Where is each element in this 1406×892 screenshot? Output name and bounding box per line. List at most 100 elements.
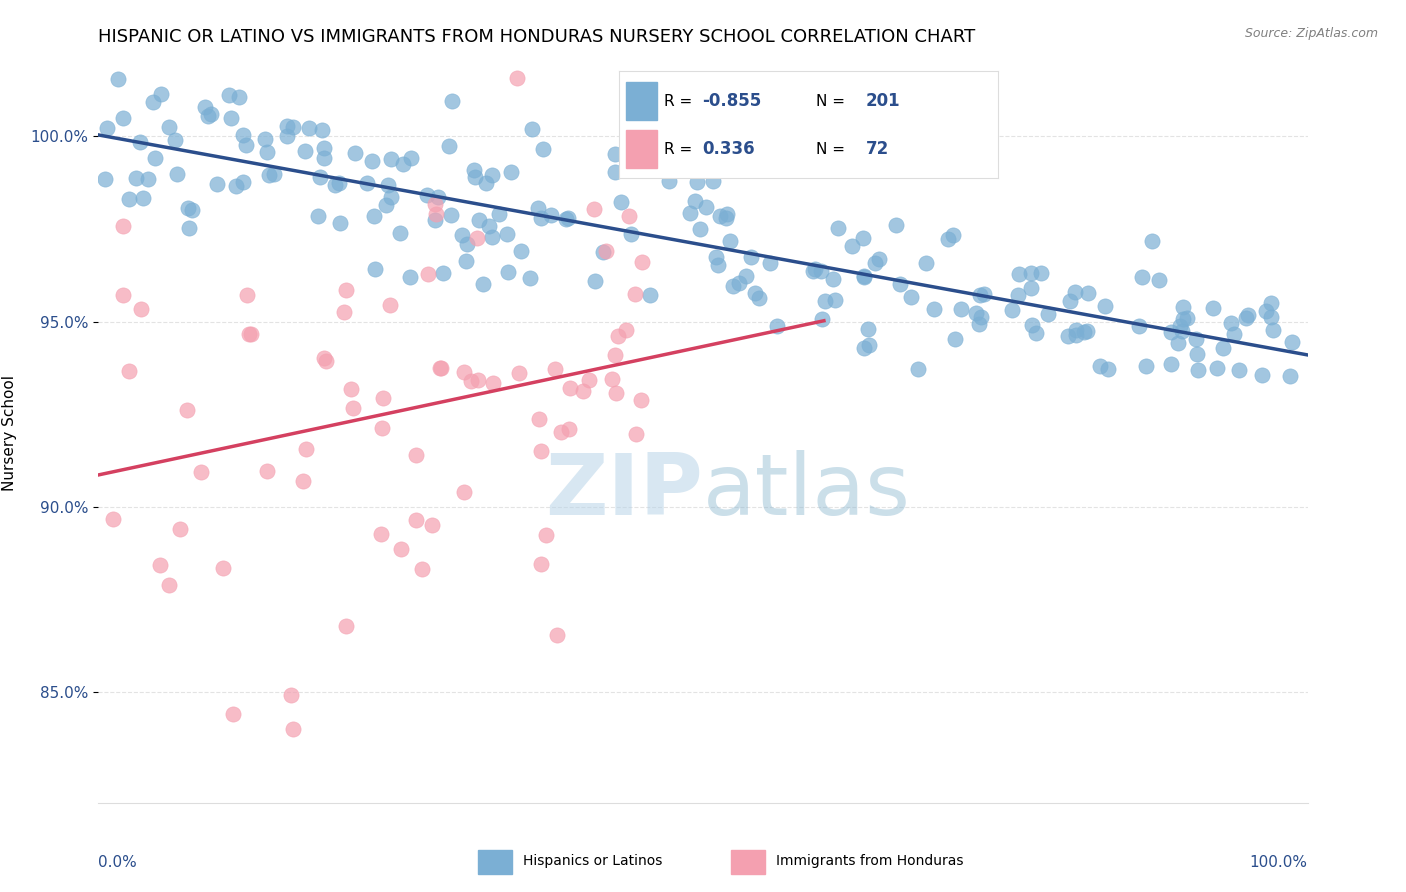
Point: [456, 254, 478, 268]
Point: [1160, 357, 1182, 371]
Point: [439, 208, 461, 222]
Bar: [626, 130, 657, 168]
Point: [329, 216, 352, 230]
Point: [1220, 317, 1243, 331]
Point: [1237, 309, 1260, 323]
Point: [1251, 368, 1274, 382]
Point: [1160, 325, 1182, 339]
Point: [418, 267, 440, 281]
Point: [685, 194, 707, 208]
Point: [471, 277, 494, 292]
Point: [595, 244, 617, 259]
Point: [583, 274, 606, 288]
Point: [430, 360, 453, 375]
Point: [423, 197, 446, 211]
Point: [371, 391, 394, 405]
Point: [420, 518, 443, 533]
Point: [342, 401, 364, 415]
Point: [1021, 318, 1043, 333]
Point: [238, 326, 260, 341]
Point: [228, 90, 250, 104]
Point: [1167, 336, 1189, 351]
Point: [1202, 301, 1225, 316]
Point: [949, 301, 972, 316]
Point: [495, 227, 517, 241]
Point: [263, 167, 285, 181]
Point: [841, 238, 863, 252]
Text: -0.855: -0.855: [702, 93, 762, 111]
Point: [534, 528, 557, 542]
Point: [309, 169, 332, 184]
Point: [194, 100, 217, 114]
Text: N =: N =: [815, 94, 849, 109]
Point: [519, 270, 541, 285]
Point: [377, 178, 399, 192]
Point: [453, 365, 475, 379]
Point: [702, 174, 724, 188]
Point: [638, 288, 661, 302]
Text: 72: 72: [866, 141, 889, 159]
Point: [1175, 311, 1198, 326]
Point: [232, 128, 254, 142]
Point: [543, 362, 565, 376]
Point: [740, 250, 762, 264]
Point: [578, 373, 600, 387]
Point: [311, 123, 333, 137]
Point: [886, 218, 908, 232]
Point: [177, 201, 200, 215]
Point: [481, 230, 503, 244]
Text: 0.0%: 0.0%: [98, 855, 138, 870]
Text: HISPANIC OR LATINO VS IMMIGRANTS FROM HONDURAS NURSERY SCHOOL CORRELATION CHART: HISPANIC OR LATINO VS IMMIGRANTS FROM HO…: [98, 28, 976, 45]
Point: [180, 202, 202, 217]
Point: [1140, 234, 1163, 248]
Point: [118, 364, 141, 378]
Point: [853, 342, 876, 356]
Point: [101, 511, 124, 525]
Point: [280, 688, 302, 702]
Point: [218, 88, 240, 103]
Point: [157, 120, 180, 135]
Point: [464, 169, 486, 184]
Point: [467, 213, 489, 227]
Point: [380, 152, 402, 166]
Point: [232, 175, 254, 189]
Point: [235, 138, 257, 153]
Point: [716, 207, 738, 221]
Point: [624, 287, 647, 301]
Point: [965, 306, 987, 320]
Point: [748, 291, 770, 305]
Point: [388, 226, 411, 240]
Point: [190, 465, 212, 479]
Point: [335, 619, 357, 633]
Point: [1008, 268, 1031, 282]
Point: [527, 201, 550, 215]
Point: [801, 264, 824, 278]
Point: [236, 288, 259, 302]
Point: [1094, 299, 1116, 313]
Point: [558, 421, 581, 435]
Point: [1205, 360, 1227, 375]
Point: [142, 95, 165, 109]
Point: [364, 262, 387, 277]
Point: [332, 304, 354, 318]
Point: [735, 268, 758, 283]
Point: [112, 111, 135, 125]
Point: [602, 371, 624, 385]
Point: [1223, 326, 1246, 341]
Point: [1260, 296, 1282, 310]
Point: [704, 250, 727, 264]
Point: [592, 244, 614, 259]
Point: [478, 219, 501, 234]
Point: [427, 190, 450, 204]
Point: [132, 191, 155, 205]
Point: [620, 227, 643, 242]
Point: [922, 301, 945, 316]
Point: [240, 326, 263, 341]
Point: [363, 209, 385, 223]
Point: [550, 425, 572, 439]
Point: [107, 71, 129, 86]
Point: [294, 145, 316, 159]
Y-axis label: Nursery School: Nursery School: [1, 375, 17, 491]
Point: [766, 318, 789, 333]
Point: [914, 256, 936, 270]
